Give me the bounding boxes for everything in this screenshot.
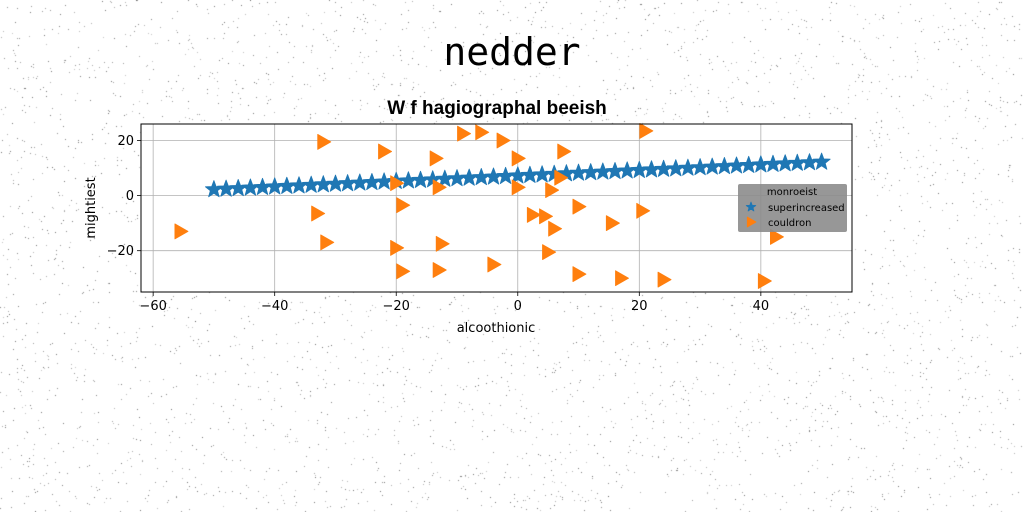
couldron-point — [390, 239, 405, 256]
data-marks — [174, 123, 831, 289]
x-tick-label: 20 — [631, 299, 648, 314]
x-tick-label: 0 — [514, 299, 522, 314]
couldron-point — [572, 198, 587, 215]
couldron-point — [572, 266, 587, 283]
couldron-point — [311, 205, 326, 222]
legend-title: monroeist — [767, 187, 817, 198]
couldron-point — [475, 124, 490, 141]
couldron-point — [487, 256, 502, 273]
couldron-point — [432, 179, 447, 196]
y-tick-label: 0 — [126, 189, 134, 204]
couldron-point — [511, 150, 526, 167]
couldron-point — [390, 175, 405, 192]
couldron-point — [548, 220, 563, 237]
couldron-point — [657, 271, 672, 288]
x-tick-label: −60 — [139, 299, 166, 314]
x-tick-label: −20 — [383, 299, 410, 314]
legend-superincreased-marker — [745, 201, 757, 212]
figure-suptitle: nedder — [443, 30, 581, 74]
legend-label-couldron: couldron — [768, 218, 811, 229]
legend-box — [738, 184, 847, 232]
legend-couldron-marker — [746, 216, 757, 228]
couldron-point — [432, 262, 447, 278]
legend-marker-superincreased — [745, 201, 757, 212]
x-axis-label: alcoothionic — [457, 321, 536, 336]
y-axis-label: mightiest — [84, 177, 99, 238]
couldron-point — [429, 150, 444, 167]
couldron-point — [317, 133, 332, 150]
series-couldron — [174, 123, 784, 289]
chart-title: W f hagiographal beeish — [387, 98, 607, 119]
couldron-point — [545, 182, 560, 199]
couldron-point — [396, 197, 411, 214]
couldron-point — [511, 179, 526, 196]
couldron-point — [615, 270, 629, 287]
plot-frame — [140, 123, 853, 293]
couldron-point — [378, 143, 393, 160]
couldron-point — [457, 125, 472, 142]
y-tick-label: −20 — [107, 244, 134, 259]
couldron-point — [770, 228, 784, 245]
couldron-point — [539, 208, 553, 225]
couldron-point — [496, 132, 511, 149]
legend-marker-couldron — [746, 216, 757, 228]
x-tick-label: −40 — [261, 299, 288, 314]
axis-ticks: −60 −40 −20 0 20 40 −20 0 20 — [107, 134, 770, 314]
couldron-point — [757, 273, 772, 289]
couldron-point — [554, 169, 569, 186]
couldron-point — [435, 235, 450, 252]
couldron-point — [320, 234, 335, 251]
couldron-point — [396, 263, 411, 280]
superincreased-point — [812, 152, 831, 170]
legend-label-superincreased: superincreased — [768, 203, 845, 214]
couldron-point — [605, 215, 620, 232]
legend: monroeist superincreased couldron — [738, 184, 847, 232]
couldron-point — [639, 123, 654, 139]
couldron-point — [174, 223, 189, 240]
couldron-point — [636, 202, 651, 219]
x-tick-label: 40 — [753, 299, 770, 314]
couldron-point — [526, 206, 541, 223]
couldron-point — [557, 143, 572, 160]
couldron-point — [542, 244, 557, 261]
y-tick-label: 20 — [117, 134, 134, 149]
